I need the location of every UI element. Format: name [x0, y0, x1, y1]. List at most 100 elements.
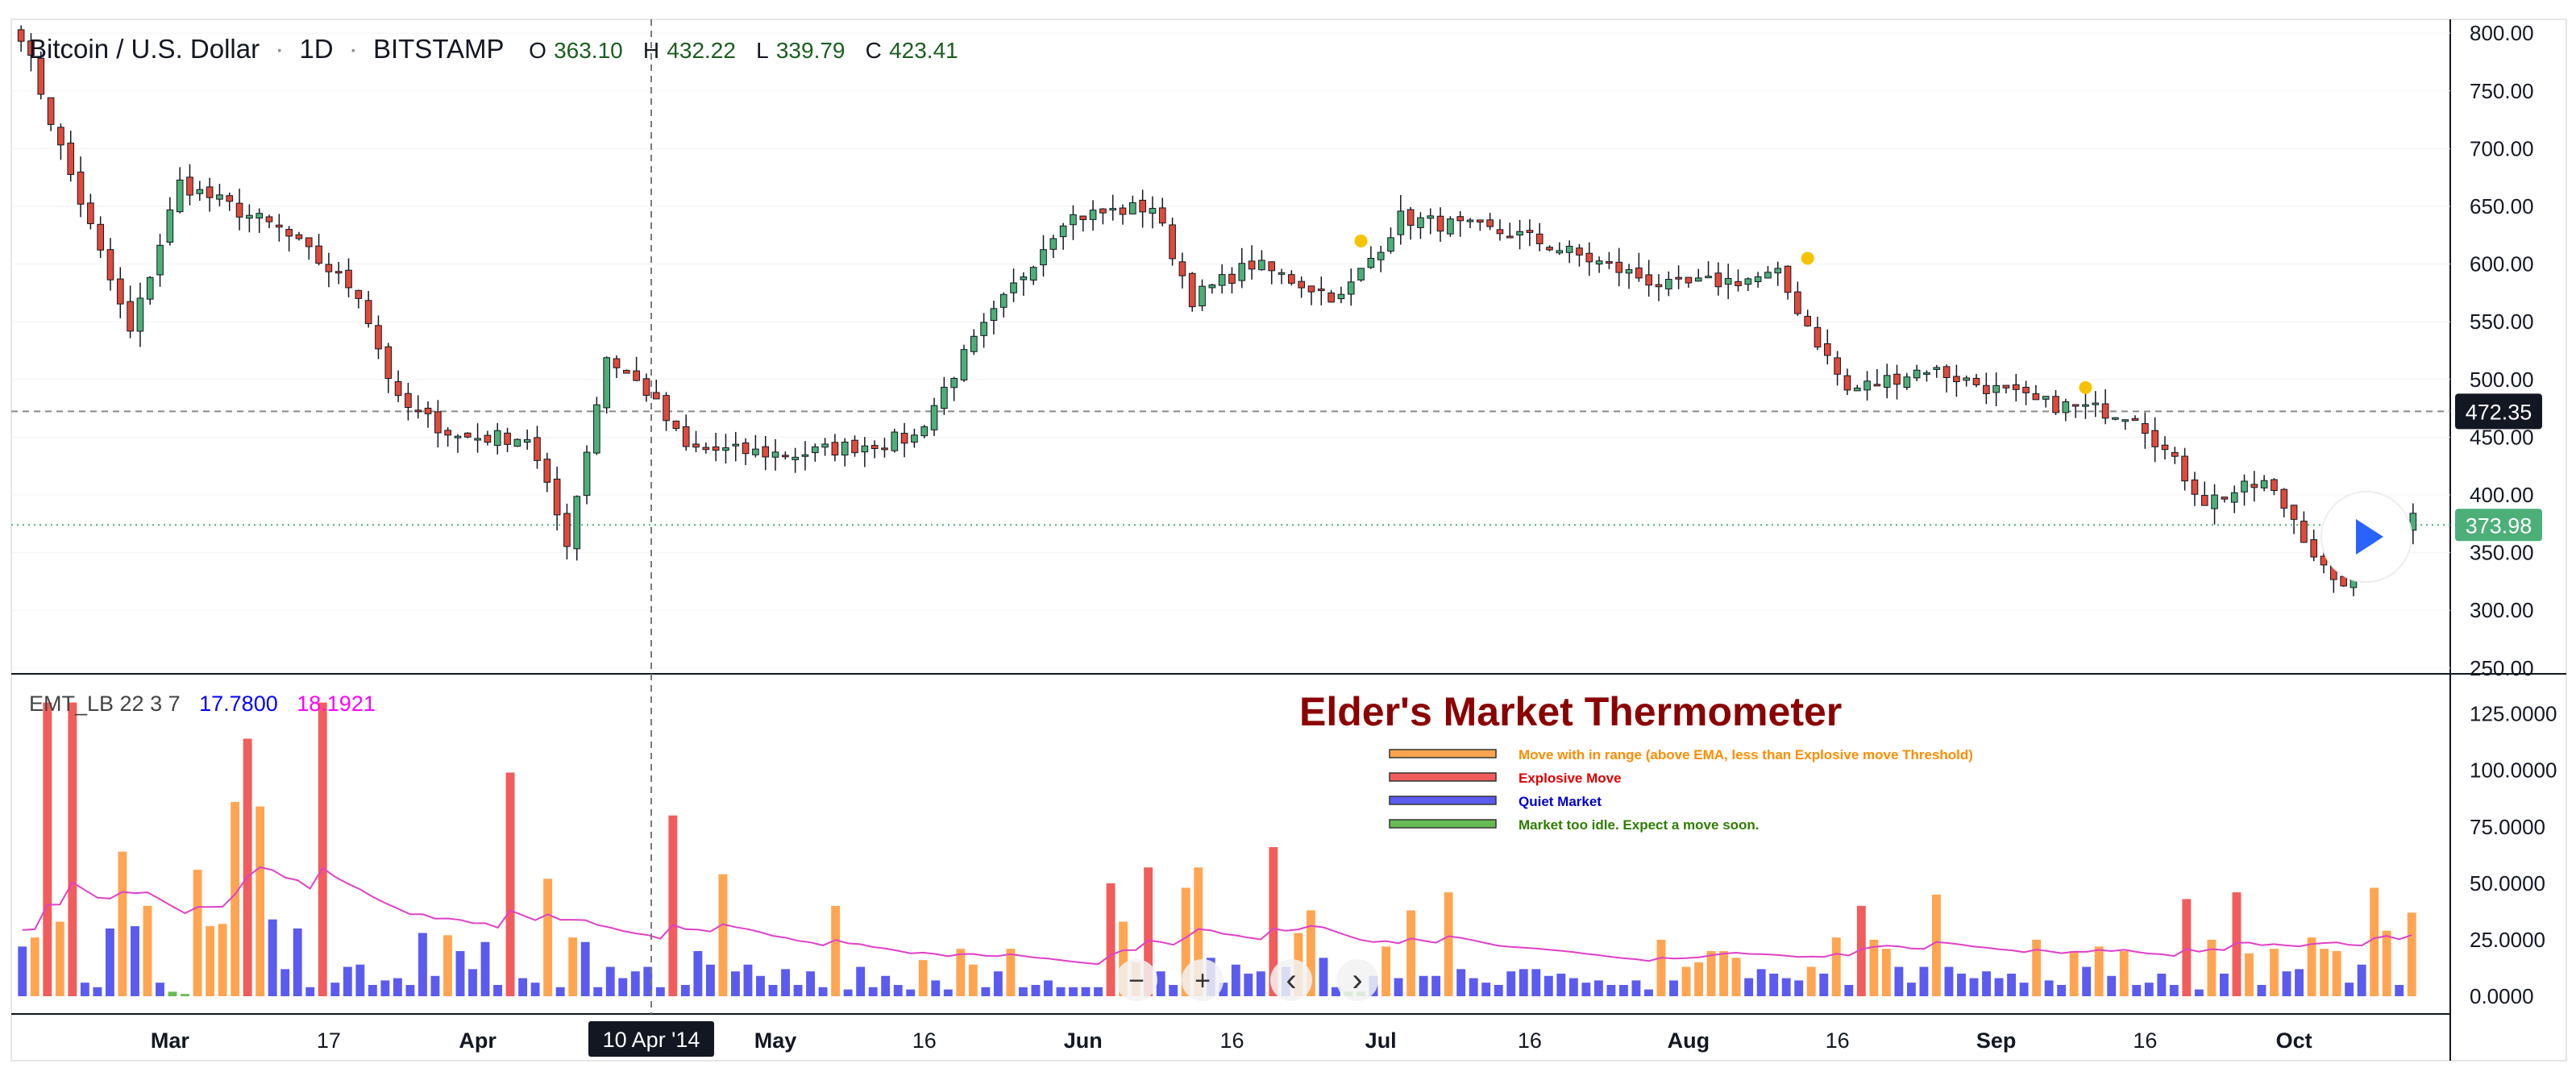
thermometer-bar	[593, 987, 603, 996]
thermometer-bar	[2182, 899, 2192, 996]
thermometer-bar	[605, 966, 615, 996]
price-tick-label: 350.00	[2470, 541, 2534, 565]
candle-body	[394, 380, 402, 397]
candle-body	[1972, 377, 1980, 385]
exchange-label[interactable]: BITSTAMP	[373, 34, 504, 64]
indicator-name[interactable]: EMT_LB 22 3 7	[29, 692, 181, 716]
indicator-axis[interactable]: 125.0000 100.0000 75.0000 50.0000 25.0000 0.0…	[2470, 702, 2557, 1008]
interval-label[interactable]: 1D	[299, 34, 333, 64]
thermometer-bar	[1694, 962, 1703, 996]
thermometer-bar	[2245, 953, 2254, 996]
candle-body	[801, 454, 809, 457]
candle-body	[1010, 282, 1017, 293]
thermometer-bar	[1568, 978, 1578, 996]
thermometer-bar	[143, 905, 152, 996]
candle-body	[2310, 539, 2318, 558]
candle-body	[1258, 260, 1265, 271]
scroll-left-button[interactable]: ‹	[1270, 959, 1312, 1001]
candle-body	[1486, 219, 1494, 227]
scroll-right-button[interactable]: ›	[1336, 959, 1378, 1001]
thermometer-bar	[105, 928, 114, 996]
candle-body	[166, 209, 174, 243]
candle-body	[1724, 278, 1732, 285]
thermometer-bar	[2044, 980, 2054, 996]
symbol-name[interactable]: Bitcoin / U.S. Dollar	[29, 34, 260, 64]
thermometer-bar	[193, 870, 202, 996]
thermometer-bar	[1794, 980, 1804, 996]
candle-body	[870, 445, 879, 450]
candle-body	[1288, 274, 1295, 284]
candle-body	[1834, 357, 1841, 375]
candle-body	[771, 451, 779, 458]
candle-body	[1367, 257, 1375, 268]
thermometer-bar	[1982, 971, 1991, 996]
thermometer-bar	[80, 983, 89, 996]
candle-body	[1089, 210, 1097, 220]
thermometer-bar	[455, 950, 465, 996]
indicator-tick-label: 125.0000	[2470, 702, 2557, 726]
time-tick-label: Apr	[459, 1028, 497, 1053]
zoom-out-button[interactable]: −	[1116, 959, 1157, 1001]
thermometer-bar	[1144, 867, 1153, 996]
grid-lines	[11, 32, 2450, 669]
candle-body	[2409, 513, 2417, 531]
candle-body	[1199, 285, 1206, 307]
candle-body	[1764, 272, 1772, 279]
thermometer-bar	[55, 921, 64, 996]
candle-body	[1754, 276, 1762, 282]
candle-body	[1576, 247, 1583, 256]
thermometer-bar	[443, 935, 452, 996]
play-button[interactable]	[2320, 491, 2412, 583]
candle-body	[1347, 281, 1355, 295]
candle-body	[1477, 219, 1484, 223]
thermometer-bar	[1456, 969, 1466, 996]
legend-title: Elder's Market Thermometer	[1299, 689, 1842, 734]
candle-body	[1109, 208, 1117, 211]
candle-body	[146, 276, 154, 300]
candle-body	[1466, 219, 1474, 222]
candle-body	[305, 237, 313, 247]
thermometer-bar	[480, 941, 490, 996]
signal-dot	[1801, 251, 1814, 265]
thermometer-bar	[806, 971, 816, 996]
thermometer-bar	[1181, 887, 1190, 996]
candle-body	[1456, 216, 1465, 222]
thermometer-bar	[1744, 978, 1754, 996]
time-tick-label: 16	[2133, 1028, 2157, 1053]
candle-body	[2191, 479, 2199, 495]
candle-body	[1268, 261, 1276, 272]
thermometer-bar	[1844, 984, 1854, 996]
thermometer-bar	[743, 964, 753, 996]
open-value: 363.10	[554, 38, 623, 63]
candle-body	[127, 301, 134, 332]
thermometer-bar	[1081, 987, 1091, 996]
legend-label: Quiet Market	[1519, 794, 1602, 809]
thermometer-bar	[168, 991, 177, 996]
candle-body	[1774, 268, 1782, 274]
thermometer-bar	[1856, 905, 1866, 996]
candle-body	[900, 432, 908, 444]
thermometer-bar	[2132, 984, 2142, 996]
candle-body	[27, 40, 35, 56]
thermometer-bar	[1156, 971, 1165, 996]
time-axis[interactable]: Mar17Apr16May16Jun16Jul16Aug16Sep16Oct	[151, 1028, 2312, 1053]
candle-body	[474, 438, 481, 441]
candle-body	[1317, 289, 1325, 292]
svg-text:10 Apr '14: 10 Apr '14	[603, 1028, 700, 1052]
thermometer-bar	[1169, 984, 1178, 996]
thermometer-bar	[430, 975, 440, 996]
thermometer-bar	[1006, 949, 1016, 996]
candle-body	[2012, 384, 2020, 390]
thermometer-bar	[655, 987, 665, 996]
thermometer-bar	[118, 851, 127, 996]
zoom-in-button[interactable]: +	[1182, 959, 1224, 1001]
candle-body	[811, 446, 819, 454]
price-axis[interactable]: 800.00 750.00 700.00 650.00 600.00 550.00 500.…	[2470, 21, 2534, 680]
thermometer-bar	[218, 924, 227, 996]
candle-body	[2151, 430, 2158, 447]
candle-body	[1139, 199, 1146, 213]
candle-body	[1496, 229, 1504, 235]
indicator-tick-label: 25.0000	[2470, 928, 2545, 952]
candle-body	[1387, 237, 1394, 252]
